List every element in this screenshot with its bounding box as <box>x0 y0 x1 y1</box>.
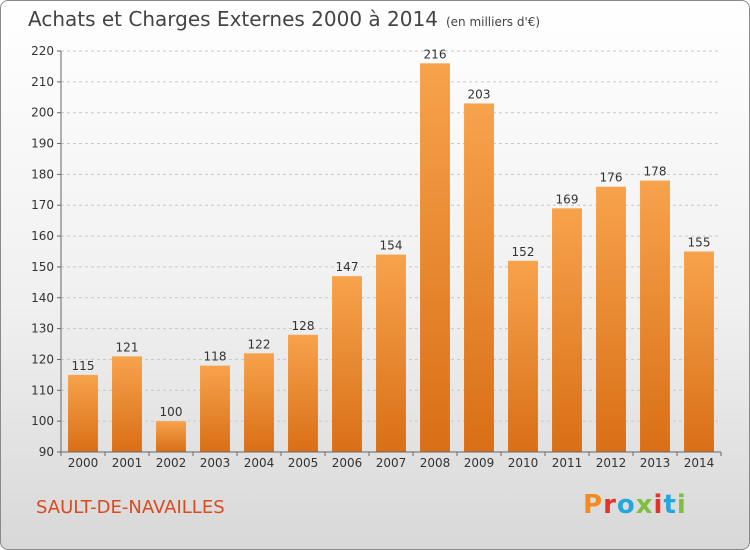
data-label: 100 <box>160 405 183 419</box>
x-tick-label: 2005 <box>288 456 319 470</box>
y-tick-label: 140 <box>31 291 54 305</box>
unit-label: (en milliers d'€) <box>445 15 541 29</box>
data-label: 118 <box>204 350 227 364</box>
bar <box>420 63 450 452</box>
x-tick-label: 2006 <box>332 456 363 470</box>
data-label: 216 <box>424 47 447 61</box>
bar <box>596 186 626 452</box>
x-tick-label: 2000 <box>68 456 99 470</box>
x-tick-label: 2010 <box>508 456 539 470</box>
y-tick-label: 180 <box>31 167 54 181</box>
bar <box>376 254 406 452</box>
y-tick-label: 110 <box>31 383 54 397</box>
x-tick-label: 2004 <box>244 456 275 470</box>
data-label: 169 <box>556 192 579 206</box>
y-tick-label: 160 <box>31 229 54 243</box>
data-label: 122 <box>248 337 271 351</box>
y-tick-label: 150 <box>31 260 54 274</box>
data-label: 155 <box>688 236 711 250</box>
x-tick-label: 2014 <box>684 456 715 470</box>
bar <box>332 276 362 452</box>
bar <box>552 208 582 452</box>
y-tick-label: 190 <box>31 137 54 151</box>
data-label: 203 <box>468 87 491 101</box>
title-text: Achats et Charges Externes 2000 à 2014 <box>28 7 438 31</box>
logo-letter: i <box>653 490 664 520</box>
logo-letter: t <box>663 490 677 520</box>
bar <box>464 103 494 452</box>
bar <box>640 180 670 453</box>
logo-letter: x <box>635 490 654 520</box>
chart-title: Achats et Charges Externes 2000 à 2014 (e… <box>28 7 540 31</box>
data-label: 128 <box>292 319 315 333</box>
x-tick-label: 2007 <box>376 456 407 470</box>
data-label: 178 <box>644 165 667 179</box>
x-tick-label: 2008 <box>420 456 451 470</box>
x-tick-label: 2013 <box>640 456 671 470</box>
bar <box>200 365 230 452</box>
y-tick-label: 130 <box>31 322 54 336</box>
y-tick-label: 220 <box>31 44 54 58</box>
bar <box>288 334 318 452</box>
bar <box>156 421 186 452</box>
x-tick-label: 2011 <box>552 456 583 470</box>
logo-letter: o <box>616 490 636 520</box>
data-label: 154 <box>380 239 403 253</box>
data-label: 152 <box>512 245 535 259</box>
place-name: SAULT-DE-NAVAILLES <box>36 497 225 518</box>
y-tick-label: 90 <box>39 445 54 459</box>
y-tick-label: 210 <box>31 75 54 89</box>
bar <box>508 260 538 452</box>
data-label: 176 <box>600 171 623 185</box>
x-tick-label: 2012 <box>596 456 627 470</box>
logo-letter: i <box>676 490 687 520</box>
data-label: 147 <box>336 260 359 274</box>
y-tick-label: 120 <box>31 352 54 366</box>
logo-letter: r <box>603 490 617 520</box>
x-tick-label: 2002 <box>156 456 187 470</box>
bar <box>112 356 142 452</box>
x-tick-label: 2001 <box>112 456 143 470</box>
bar <box>684 251 714 452</box>
bar <box>68 374 98 452</box>
bar <box>244 353 274 452</box>
x-tick-label: 2003 <box>200 456 231 470</box>
data-label: 121 <box>116 340 139 354</box>
y-tick-label: 170 <box>31 198 54 212</box>
y-tick-label: 200 <box>31 106 54 120</box>
data-label: 115 <box>72 359 95 373</box>
proxiti-logo[interactable]: Proxiti <box>583 490 687 520</box>
y-tick-label: 100 <box>31 414 54 428</box>
x-tick-label: 2009 <box>464 456 495 470</box>
logo-letter: P <box>583 490 604 520</box>
